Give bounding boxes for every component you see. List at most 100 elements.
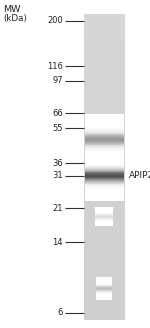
Bar <box>84 85 124 88</box>
Bar <box>85 173 124 174</box>
Bar <box>85 134 124 135</box>
Bar <box>85 189 124 191</box>
Bar <box>85 145 124 146</box>
Bar <box>96 288 112 289</box>
Bar <box>84 164 124 167</box>
Bar <box>85 155 124 156</box>
Bar <box>85 160 124 161</box>
Bar <box>95 209 113 210</box>
Bar <box>84 45 124 48</box>
Bar <box>96 280 112 281</box>
Bar <box>85 124 124 125</box>
Bar <box>95 218 113 219</box>
Bar <box>84 289 124 292</box>
Bar <box>84 54 124 57</box>
Bar <box>85 120 124 121</box>
Bar <box>85 183 124 184</box>
Bar <box>84 51 124 54</box>
Bar <box>84 280 124 283</box>
Bar <box>84 222 124 225</box>
Bar <box>95 207 113 208</box>
Bar <box>84 292 124 296</box>
Bar <box>95 219 113 220</box>
Bar <box>85 170 124 171</box>
Bar <box>85 125 124 126</box>
Bar <box>95 208 113 209</box>
Bar <box>84 195 124 198</box>
Text: 55: 55 <box>52 124 63 133</box>
Bar <box>85 179 124 180</box>
Bar <box>84 225 124 228</box>
Bar <box>85 166 124 167</box>
Bar <box>84 143 124 146</box>
Bar <box>96 278 112 279</box>
Bar <box>85 176 124 178</box>
Bar <box>84 219 124 222</box>
Bar <box>85 140 124 141</box>
Bar <box>85 139 124 140</box>
Bar <box>85 164 124 165</box>
Bar <box>96 286 112 287</box>
Bar <box>84 304 124 308</box>
Bar <box>84 295 124 298</box>
Bar <box>85 129 124 130</box>
Text: 14: 14 <box>52 237 63 247</box>
Bar <box>95 213 113 214</box>
Bar <box>85 150 124 151</box>
Bar <box>85 162 124 163</box>
Bar <box>85 153 124 154</box>
Bar <box>96 284 112 285</box>
Bar <box>85 199 124 200</box>
Bar <box>84 246 124 250</box>
Bar <box>84 313 124 317</box>
Text: 66: 66 <box>52 109 63 117</box>
Bar <box>85 182 124 183</box>
Bar <box>85 144 124 146</box>
Bar <box>96 299 112 300</box>
Bar <box>95 225 113 226</box>
Bar <box>84 234 124 237</box>
Text: (kDa): (kDa) <box>3 14 27 23</box>
Text: 116: 116 <box>47 62 63 71</box>
Bar <box>85 131 124 132</box>
Bar <box>95 222 113 223</box>
Bar <box>85 168 124 169</box>
Bar <box>96 283 112 284</box>
Bar <box>95 215 113 216</box>
Bar <box>85 159 124 160</box>
Bar <box>84 271 124 274</box>
Bar <box>84 27 124 30</box>
Bar <box>96 280 112 281</box>
Bar <box>95 216 113 217</box>
Bar <box>84 124 124 128</box>
Bar <box>85 194 124 195</box>
Bar <box>95 221 113 222</box>
Bar <box>85 114 124 116</box>
Bar <box>95 215 113 216</box>
Bar <box>84 252 124 256</box>
Bar <box>95 220 113 221</box>
Bar <box>85 132 124 133</box>
Text: APIP2: APIP2 <box>129 172 150 180</box>
Bar <box>85 142 124 143</box>
Bar <box>84 185 124 189</box>
Bar <box>85 187 124 188</box>
Bar <box>84 63 124 67</box>
Bar <box>85 130 124 131</box>
Bar <box>85 185 124 186</box>
Bar <box>85 146 124 147</box>
Bar <box>85 200 124 201</box>
Bar <box>85 154 124 155</box>
Bar <box>85 169 124 170</box>
Bar <box>84 136 124 140</box>
Bar <box>85 126 124 127</box>
Bar <box>85 135 124 136</box>
Bar <box>96 279 112 280</box>
Bar <box>85 158 124 159</box>
Bar <box>84 286 124 289</box>
Bar <box>96 296 112 297</box>
Bar <box>96 292 112 293</box>
Bar <box>96 297 112 298</box>
Bar <box>84 57 124 60</box>
Bar <box>84 149 124 152</box>
